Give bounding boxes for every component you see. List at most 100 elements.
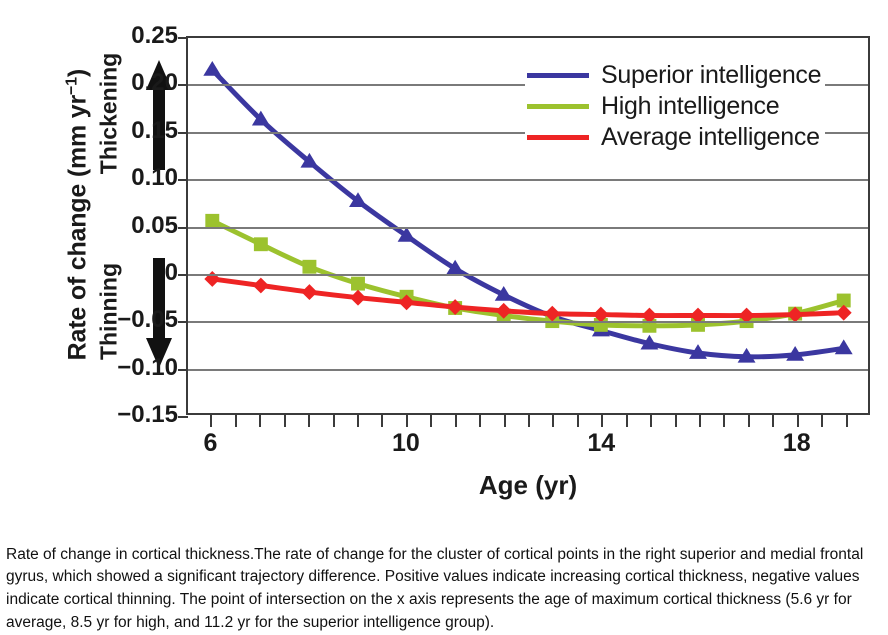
- series-1: [203, 60, 853, 363]
- data-point-marker: [203, 60, 222, 76]
- figure-caption: Rate of change in cortical thickness.The…: [6, 545, 864, 631]
- x-axis-tick-mark: [552, 415, 555, 427]
- gridline: [188, 179, 868, 182]
- y-axis-tick-mark: [178, 84, 188, 87]
- series-3: [204, 271, 852, 324]
- x-axis-tick-mark: [503, 415, 506, 427]
- data-point-marker: [251, 110, 270, 126]
- y-axis-tick-label: 0.25: [131, 22, 178, 49]
- y-axis-tick-label: 0.10: [131, 164, 178, 192]
- data-point-marker: [689, 344, 707, 359]
- x-axis-tick-mark: [528, 415, 530, 427]
- chart-legend: Superior intelligence High intelligence …: [525, 58, 826, 155]
- thickening-indicator: Thickening: [72, 53, 192, 180]
- data-point-marker: [737, 347, 756, 363]
- data-point-marker: [300, 152, 319, 168]
- x-axis-tick-mark: [430, 415, 433, 427]
- data-point-marker: [787, 306, 804, 323]
- data-point-marker: [835, 304, 852, 321]
- legend-label-superior: Superior intelligence: [601, 61, 822, 89]
- data-point-marker: [494, 285, 513, 301]
- arrow-down-icon: [146, 258, 172, 368]
- x-axis-tick-mark: [845, 415, 848, 427]
- x-axis-tick-label: 6: [203, 429, 218, 457]
- x-axis-tick-mark: [821, 415, 824, 427]
- x-axis-tick-mark: [308, 415, 311, 427]
- y-axis-tick-mark: [178, 226, 188, 229]
- x-axis-tick-mark: [674, 415, 677, 427]
- data-point-marker: [786, 345, 805, 361]
- data-point-marker: [446, 259, 465, 275]
- legend-item-superior[interactable]: Superior intelligence: [527, 60, 822, 91]
- legend-swatch-average: [527, 135, 589, 140]
- data-point-marker: [350, 289, 366, 306]
- x-axis-tick-mark: [357, 415, 359, 427]
- x-axis-tick-mark: [479, 415, 482, 427]
- gridline: [188, 226, 868, 229]
- x-axis-tick-mark: [601, 415, 604, 427]
- y-axis-tick-label: 0.15: [131, 116, 178, 144]
- series-layer: [203, 60, 853, 363]
- y-axis-tick-label: −0.05: [117, 306, 178, 334]
- gridline: [188, 321, 868, 324]
- x-axis-tick-mark: [283, 415, 286, 427]
- data-point-marker: [253, 237, 268, 252]
- x-axis-tick-mark: [454, 415, 457, 427]
- data-point-marker: [397, 226, 416, 242]
- data-point-marker: [544, 305, 561, 322]
- data-point-marker: [640, 334, 659, 350]
- arrow-up-icon: [146, 60, 172, 170]
- legend-item-high[interactable]: High intelligence: [527, 91, 821, 122]
- data-point-marker: [301, 284, 318, 300]
- x-axis-tick-mark: [381, 415, 384, 427]
- y-axis-tick-label: 0.05: [131, 211, 178, 239]
- data-point-marker: [349, 192, 367, 208]
- thinning-indicator: Thinning: [72, 258, 192, 378]
- x-axis-tick-label: 14: [587, 429, 616, 457]
- y-axis-tick-label: 0: [164, 258, 178, 286]
- y-axis-tick-mark: [178, 179, 188, 182]
- x-axis-tick-mark: [576, 415, 579, 427]
- legend-swatch-superior: [527, 73, 589, 78]
- x-axis-tick-mark: [234, 415, 237, 427]
- x-axis-tick-mark: [210, 415, 213, 427]
- gridline: [188, 368, 868, 371]
- x-axis-tick-mark: [259, 415, 262, 427]
- data-point-marker: [592, 306, 609, 323]
- x-axis-tick-mark: [405, 415, 408, 427]
- y-axis-tick-mark: [178, 321, 188, 324]
- data-point-marker: [690, 307, 706, 324]
- data-point-marker: [351, 276, 365, 291]
- data-point-marker: [447, 299, 464, 315]
- y-axis-tick-mark: [178, 416, 188, 418]
- x-axis-tick-mark: [332, 415, 335, 427]
- x-axis-tick-mark: [650, 415, 653, 427]
- legend-label-high: High intelligence: [601, 92, 780, 120]
- y-axis-tick-label: −0.10: [117, 353, 178, 381]
- x-axis-tick-mark: [747, 415, 750, 427]
- chart-figure: Rate of change (mm yr−1) Thickening Thin…: [63, 22, 870, 500]
- data-point-marker: [738, 307, 755, 324]
- y-axis-tick-mark: [178, 368, 188, 371]
- y-axis-tick-mark: [178, 273, 188, 276]
- x-axis-tick-mark: [699, 415, 701, 427]
- x-axis-title: Age (yr): [478, 470, 578, 500]
- legend-swatch-high: [527, 104, 589, 109]
- y-axis-tick-mark: [178, 37, 188, 39]
- x-axis-tick-mark: [796, 415, 799, 427]
- x-axis-tick-label: 10: [391, 429, 420, 457]
- y-axis-tick-label: 0.20: [131, 69, 178, 97]
- data-point-marker: [302, 259, 317, 274]
- x-axis-tick-label: 18: [782, 429, 811, 457]
- gridline: [188, 273, 868, 276]
- data-point-marker: [495, 302, 512, 319]
- legend-label-average: Average intelligence: [601, 123, 820, 151]
- x-axis-tick-mark: [772, 415, 775, 427]
- data-point-marker: [641, 307, 658, 324]
- data-point-marker: [252, 277, 269, 294]
- data-point-marker: [836, 293, 851, 308]
- legend-item-average[interactable]: Average intelligence: [527, 122, 821, 153]
- data-point-marker: [834, 339, 853, 355]
- x-axis-tick-mark: [723, 415, 726, 427]
- y-axis-tick-label: −0.15: [117, 401, 178, 428]
